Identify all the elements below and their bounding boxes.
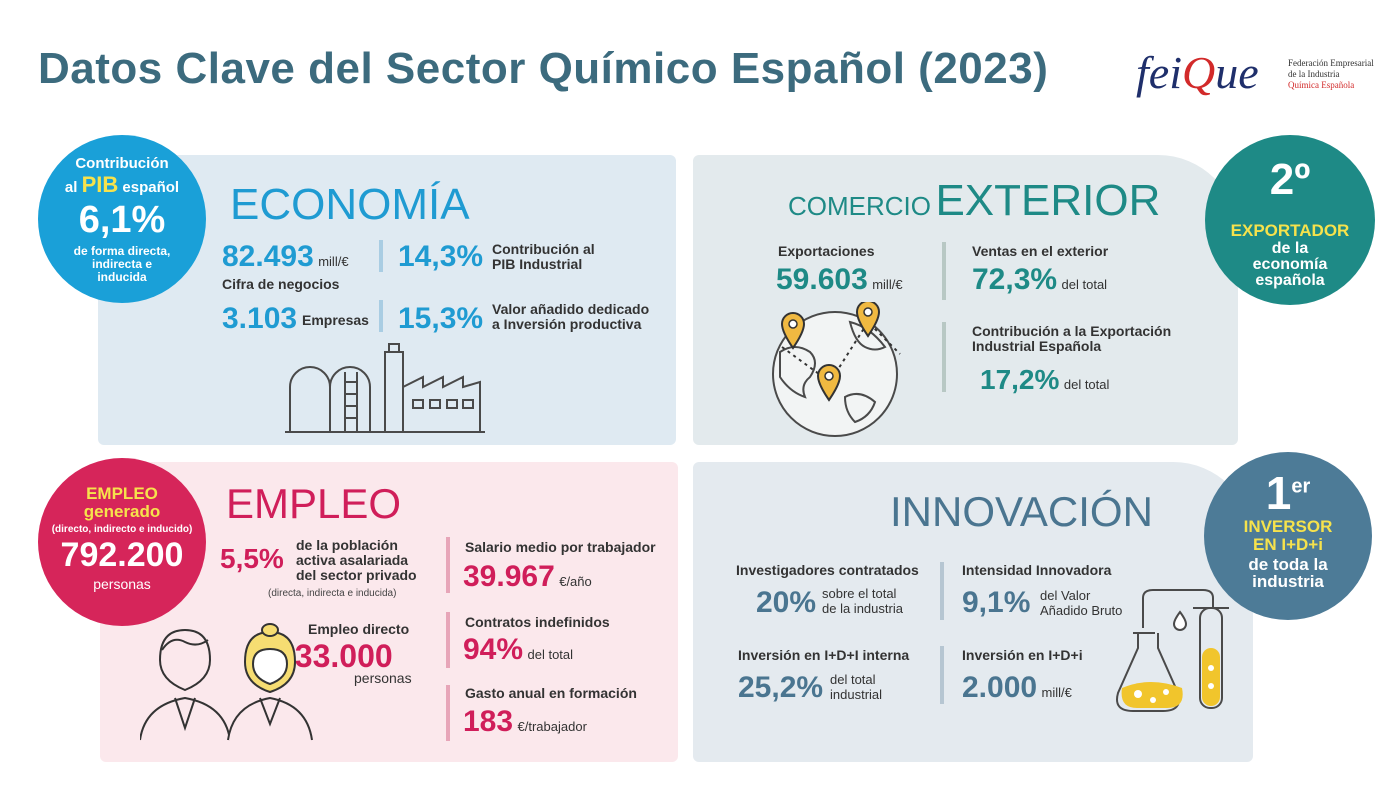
logo-wordmark: feiQue [1136,47,1259,98]
contratos-label: Contratos indefinidos [465,614,610,630]
empleo-badge-line1: EMPLEO [86,484,158,503]
exporter-label: EXPORTADOR [1230,221,1350,240]
contratos-value: 94% del total [463,633,574,666]
empleo-generado-badge: EMPLEO generado (directo, indirecto e in… [38,458,206,626]
ventas-exterior-label: Ventas en el exterior [972,243,1109,259]
contribucion-exportacion-value: 17,2% del total [980,364,1110,395]
investigadores-label: Investigadores contratados [736,562,919,578]
innovacion-title: INNOVACIÓN [890,488,1153,535]
feique-logo: feiQue Federación Empresarial de la Indu… [1136,48,1376,108]
divider [446,612,450,668]
inversor-label: INVERSOR EN I+D+i [1243,517,1333,554]
pib-industrial-value: 14,3% [398,240,484,273]
poblacion-pct-value: 5,5% [220,543,284,574]
inversion-interna-suffix: del total industrial [830,672,883,702]
cifra-negocios-value: 82.493 mill/€ [222,240,349,273]
globe-icon [772,302,901,437]
economia-title: ECONOMÍA [230,180,470,229]
poblacion-pct-note: (directa, indirecta e inducida) [268,588,397,599]
empleo-badge-unit: personas [93,576,151,592]
salario-value: 39.967 €/año [463,560,592,593]
laboratory-flask-icon [1116,589,1229,712]
inversor-rank-badge: 1er INVERSOR EN I+D+i de toda la industr… [1204,452,1372,620]
formacion-label: Gasto anual en formación [465,685,637,701]
pib-badge-value: 6,1% [78,199,166,241]
investigadores-value: 20% [756,586,817,619]
exportaciones-label: Exportaciones [778,243,875,259]
logo-subtitle: Federación Empresarial de la Industria Q… [1288,58,1374,90]
salario-label: Salario medio por trabajador [465,539,656,555]
pib-badge-line2: al PIB español [64,172,180,197]
divider [942,322,946,392]
contribucion-exportacion-label: Contribución a la Exportación Industrial… [972,323,1172,354]
workers-icon [140,623,313,741]
pib-badge-line1: Contribución [75,155,169,172]
empleo-badge-value: 792.200 [60,536,184,574]
poblacion-pct-label: de la población activa asalariada del se… [296,537,417,583]
empresas-label: Empresas [302,312,369,328]
empleo-badge-line2: generado [83,502,161,521]
inversion-productiva-label: Valor añadido dedicado a Inversión produ… [492,301,650,332]
page-title: Datos Clave del Sector Químico Español (… [38,44,1049,93]
exporter-rank: 2º [1269,155,1311,204]
divider [940,562,944,620]
empleo-title: EMPLEO [226,480,402,527]
divider [446,685,450,741]
formacion-value: 183 €/trabajador [463,705,587,738]
inversion-idi-label: Inversión en I+D+i [962,647,1083,663]
investigadores-suffix: sobre el total de la industria [822,586,903,616]
divider [379,240,383,272]
exporter-rank-badge: 2º EXPORTADOR de la economía española [1205,135,1375,305]
cifra-negocios-label: Cifra de negocios [222,276,340,292]
empleo-badge-line3: (directo, indirecto e inducido) [51,524,193,535]
inversion-idi-value: 2.000 mill/€ [962,671,1072,704]
comercio-title: COMERCIO EXTERIOR [788,176,1161,225]
exporter-desc: de la economía española [1252,240,1328,289]
intensidad-suffix: del Valor Añadido Bruto [1040,588,1123,618]
inversor-rank: 1er [1265,467,1311,519]
intensidad-label: Intensidad Innovadora [962,562,1112,578]
inversion-interna-value: 25,2% [738,671,824,704]
inversion-productiva-value: 15,3% [398,302,484,335]
exportaciones-value: 59.603 mill/€ [776,263,903,296]
factory-icon [285,343,485,433]
pib-badge-desc: de forma directa, indirecta e inducida [73,244,171,284]
divider [446,537,450,593]
empleo-directo-unit: personas [354,670,412,686]
pib-industrial-label: Contribución al PIB Industrial [492,241,595,272]
divider [940,646,944,704]
empresas-value: 3.103 [222,302,298,335]
divider [379,300,383,332]
pib-contribution-badge: Contribución al PIB español 6,1% de form… [38,135,206,303]
ventas-exterior-value: 72,3% del total [972,263,1108,296]
intensidad-value: 9,1% [962,586,1031,619]
divider [942,242,946,300]
empleo-directo-value: 233.000 [277,638,393,674]
inversor-desc: de toda la industria [1248,555,1328,591]
empleo-directo-label: Empleo directo [308,621,410,637]
inversion-interna-label: Inversión en I+D+I interna [738,647,910,663]
